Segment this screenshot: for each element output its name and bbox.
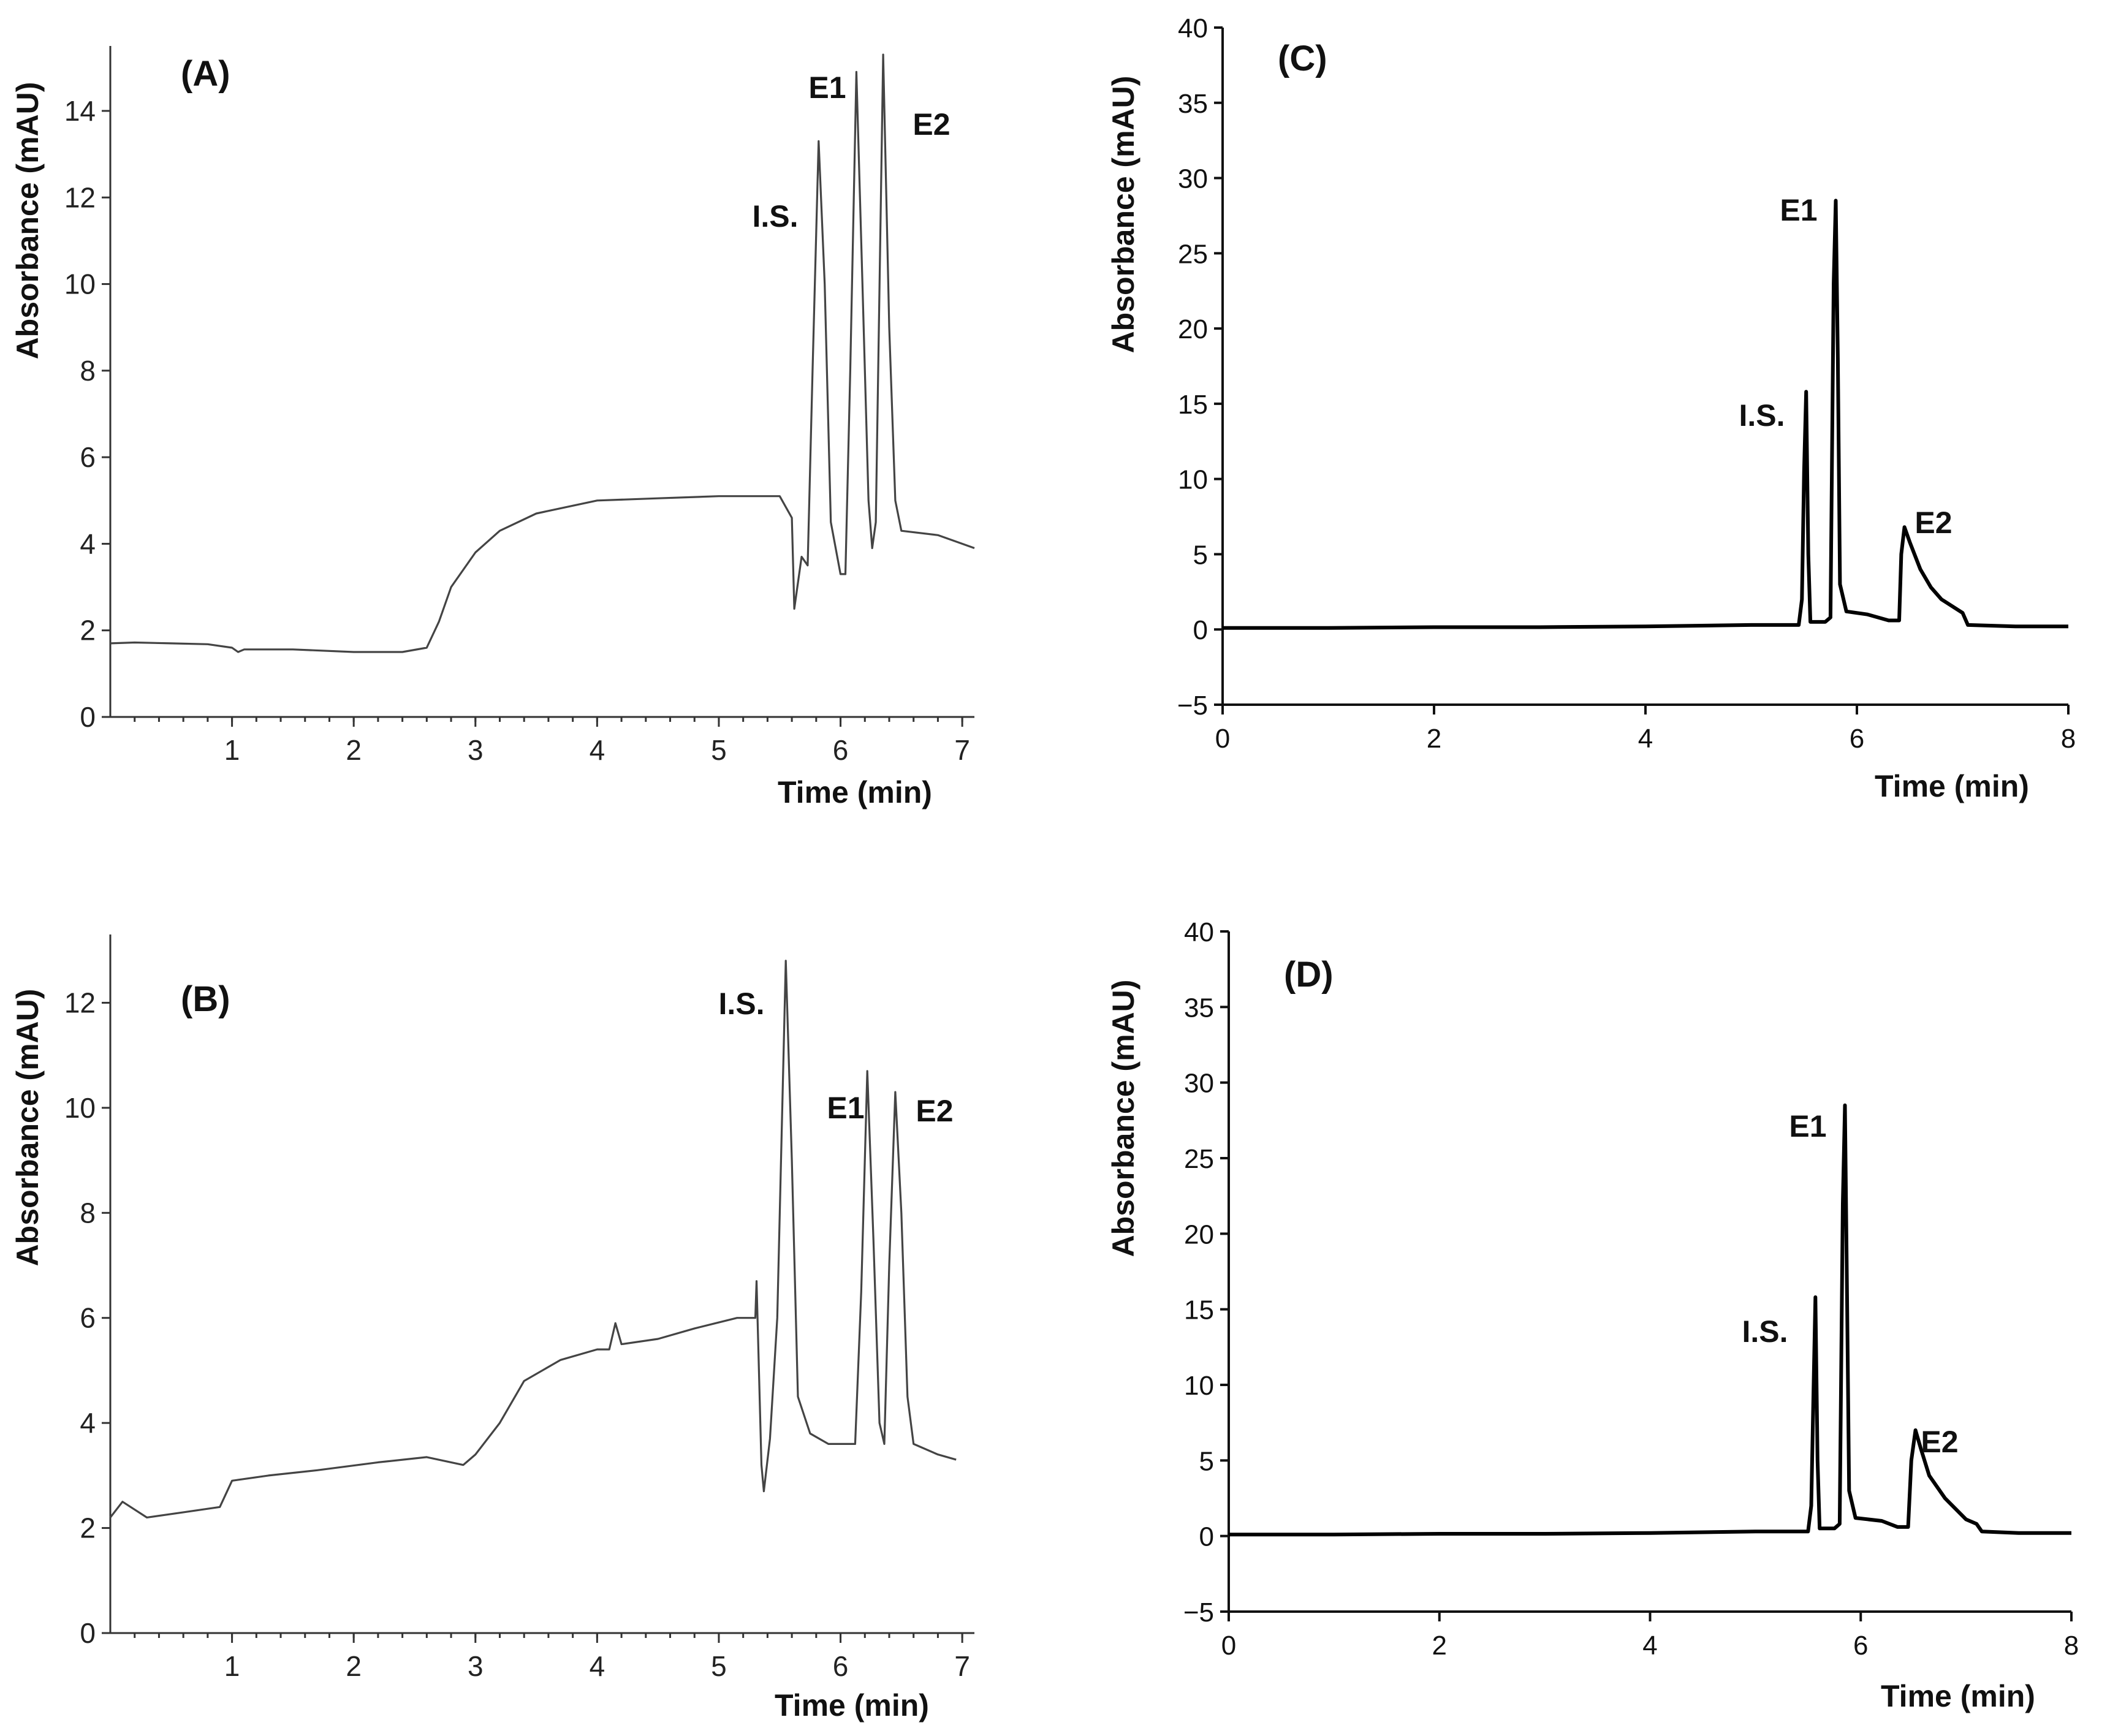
y-tick-label: 8 (80, 1197, 96, 1229)
x-tick-label: 8 (2061, 724, 2076, 754)
y-tick-label: 15 (1184, 1295, 1214, 1325)
y-tick-label: 25 (1184, 1144, 1214, 1174)
x-tick-label: 7 (954, 734, 970, 766)
y-tick-label: 10 (64, 1092, 96, 1124)
chromatogram-trace (110, 53, 975, 653)
y-tick-label: 35 (1178, 89, 1208, 119)
peak-label-is: I.S. (718, 987, 764, 1021)
peak-label-is: I.S. (752, 199, 798, 233)
y-tick-label: 20 (1178, 314, 1208, 344)
y-tick-label: 6 (80, 441, 96, 473)
y-tick-label: 25 (1178, 239, 1208, 269)
y-tick-label: 14 (64, 95, 96, 127)
chromatogram-trace (1223, 199, 2068, 630)
peak-label-e1: E1 (1780, 193, 1817, 227)
peak-label-is: I.S. (1742, 1314, 1788, 1349)
peak-label-e1: E1 (1789, 1109, 1826, 1143)
peak-label-e1: E1 (808, 70, 846, 105)
y-tick-label: 30 (1184, 1069, 1214, 1099)
y-axis-title: Absorbance (mAU) (1106, 980, 1140, 1257)
x-tick-label: 6 (1853, 1631, 1868, 1661)
y-tick-label: 8 (80, 355, 96, 387)
y-tick-label: 40 (1178, 13, 1208, 44)
x-tick-label: 4 (590, 734, 605, 766)
x-tick-label: 7 (954, 1650, 970, 1682)
y-tick-label: 30 (1178, 164, 1208, 194)
y-tick-label: 20 (1184, 1219, 1214, 1249)
y-tick-label: 2 (80, 1512, 96, 1544)
y-tick-label: 10 (64, 268, 96, 300)
y-tick-label: −5 (1177, 691, 1208, 721)
x-tick-label: 6 (833, 1650, 849, 1682)
x-tick-label: 3 (468, 1650, 484, 1682)
y-tick-label: 4 (80, 528, 96, 559)
x-tick-label: 5 (711, 1650, 727, 1682)
peak-label-e2: E2 (916, 1094, 953, 1128)
y-axis-title: Absorbance (mAU) (1106, 76, 1140, 354)
y-axis-title: Absorbance (mAU) (10, 989, 45, 1267)
y-tick-label: 4 (80, 1407, 96, 1439)
panel-label: (A) (181, 54, 230, 94)
panel-label: (B) (181, 979, 230, 1019)
x-axis-title: Time (min) (778, 775, 932, 809)
y-tick-label: 5 (1193, 540, 1208, 570)
x-axis-title: Time (min) (1881, 1679, 2035, 1713)
peak-label-e2: E2 (1921, 1425, 1958, 1459)
x-tick-label: 2 (346, 1650, 362, 1682)
y-tick-label: 12 (64, 987, 96, 1018)
x-tick-label: 4 (1642, 1631, 1657, 1661)
x-axis-title: Time (min) (775, 1688, 929, 1723)
y-tick-label: 12 (64, 181, 96, 213)
y-tick-label: 6 (80, 1302, 96, 1334)
x-tick-label: 6 (1850, 724, 1864, 754)
x-tick-label: 5 (711, 734, 727, 766)
y-tick-label: −5 (1183, 1598, 1214, 1628)
y-tick-label: 10 (1178, 465, 1208, 495)
chromatogram-trace (1229, 1103, 2071, 1537)
x-tick-label: 1 (224, 1650, 240, 1682)
x-axis-title: Time (min) (1875, 769, 2029, 803)
x-tick-label: 0 (1221, 1631, 1236, 1661)
chromatogram-trace (109, 960, 957, 1518)
y-tick-label: 0 (1199, 1522, 1214, 1552)
peak-label-is: I.S. (1739, 398, 1785, 433)
y-tick-label: 35 (1184, 993, 1214, 1023)
peak-label-e2: E2 (1915, 506, 1952, 540)
y-axis-title: Absorbance (mAU) (10, 82, 45, 360)
x-tick-label: 1 (224, 734, 240, 766)
y-tick-label: 40 (1184, 917, 1214, 947)
y-tick-label: 0 (80, 701, 96, 733)
x-tick-label: 3 (468, 734, 484, 766)
peak-label-e1: E1 (827, 1091, 864, 1125)
x-tick-label: 4 (1638, 724, 1653, 754)
x-tick-label: 0 (1215, 724, 1230, 754)
x-tick-label: 8 (2064, 1631, 2079, 1661)
x-tick-label: 2 (346, 734, 362, 766)
y-tick-label: 10 (1184, 1371, 1214, 1401)
y-tick-label: 0 (80, 1617, 96, 1649)
panel-label: (C) (1278, 39, 1327, 78)
y-tick-label: 5 (1199, 1446, 1214, 1476)
y-tick-label: 2 (80, 615, 96, 646)
x-tick-label: 2 (1427, 724, 1441, 754)
x-tick-label: 4 (590, 1650, 605, 1682)
y-tick-label: 0 (1193, 615, 1208, 645)
peak-label-e2: E2 (913, 107, 950, 142)
x-tick-label: 2 (1432, 1631, 1447, 1661)
panel-label: (D) (1284, 955, 1334, 995)
y-tick-label: 15 (1178, 390, 1208, 420)
x-tick-label: 6 (833, 734, 849, 766)
